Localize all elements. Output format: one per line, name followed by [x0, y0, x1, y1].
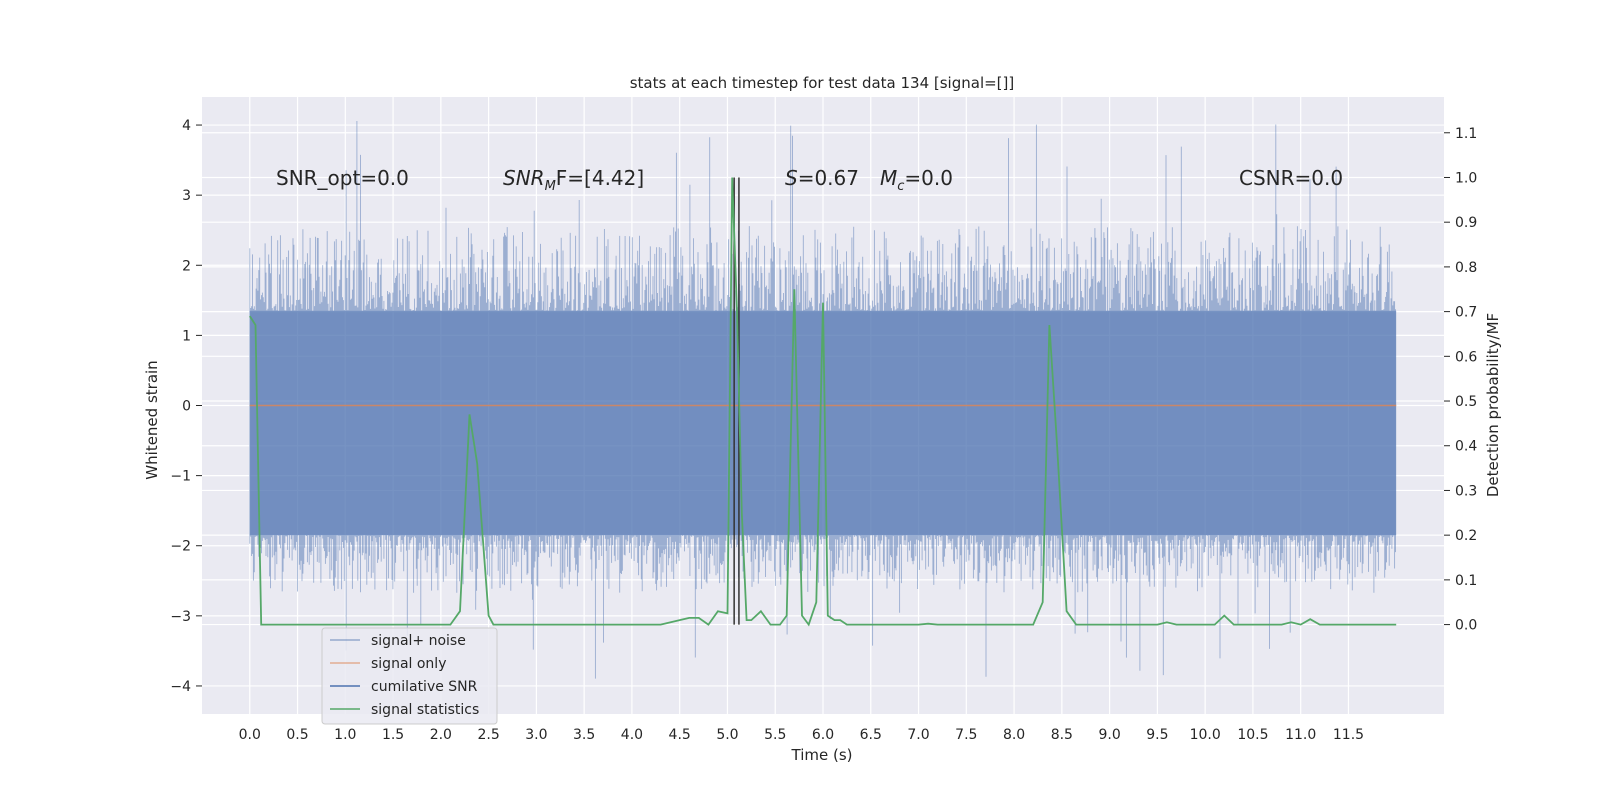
annotation-s: S=0.67: [785, 166, 859, 190]
x-tick-label: 5.5: [764, 727, 786, 743]
x-tick-label: 7.5: [955, 727, 977, 743]
y-tick-label-left: 3: [182, 188, 191, 204]
legend-label-cumulative-snr: cumilative SNR: [371, 679, 478, 695]
x-tick-label: 10.5: [1237, 727, 1268, 743]
legend: signal+ noise signal only cumilative SNR…: [321, 627, 498, 725]
y-tick-label-left: 2: [182, 258, 191, 274]
y-tick-label-right: 0.1: [1455, 573, 1477, 589]
x-tick-label: 4.0: [621, 727, 643, 743]
y-axis-label-left: Whitened strain: [143, 360, 161, 479]
y-tick-label-right: 0.9: [1455, 215, 1477, 231]
x-tick-label: 3.5: [573, 727, 595, 743]
y-tick-label-left: −1: [170, 469, 191, 485]
y-tick-label-left: −3: [170, 609, 191, 625]
x-tick-label: 1.5: [382, 727, 404, 743]
y-tick-label-left: 1: [182, 328, 191, 344]
signal-statistics-line: [249, 177, 1397, 627]
x-tick-label: 1.0: [334, 727, 356, 743]
y-tick-label-left: −4: [170, 679, 191, 695]
x-tick-label: 10.0: [1190, 727, 1221, 743]
x-tick-label: 0.5: [286, 727, 308, 743]
y-tick-label-left: −2: [170, 539, 191, 555]
y-tick-label-right: 0.2: [1455, 528, 1477, 544]
x-tick-label: 8.5: [1051, 727, 1073, 743]
x-tick-label: 7.0: [907, 727, 929, 743]
y-tick-label-right: 1.1: [1455, 126, 1477, 142]
y-tick-label-left: 4: [182, 118, 191, 134]
x-tick-label: 9.0: [1098, 727, 1120, 743]
x-tick-label: 6.5: [860, 727, 882, 743]
chart-title: stats at each timestep for test data 134…: [630, 74, 1015, 92]
ticks: 0.0 0.5 1.0 1.5 2.0 2.5 3.0 3.5 4.0 4.5 5.0 5.5 6.0 6…: [170, 118, 1477, 743]
annotation-mc: Mc=0.0: [880, 166, 953, 194]
x-tick-label: 0.0: [239, 727, 261, 743]
x-tick-label: 5.0: [716, 727, 738, 743]
x-axis-label: Time (s): [791, 746, 853, 764]
x-tick-label: 2.5: [477, 727, 499, 743]
y-tick-label-right: 0.4: [1455, 439, 1477, 455]
y-tick-label-right: 0.3: [1455, 483, 1477, 499]
y-tick-label-right: 0.6: [1455, 349, 1477, 365]
noise-spikes: [249, 121, 1396, 679]
x-tick-label: 4.5: [669, 727, 691, 743]
y-axis-label-right: Detection probability/MF: [1484, 313, 1502, 497]
x-tick-label: 2.0: [430, 727, 452, 743]
y-tick-label-right: 1.0: [1455, 170, 1477, 186]
x-tick-label: 11.5: [1333, 727, 1364, 743]
x-tick-label: 6.0: [812, 727, 834, 743]
legend-box: [321, 627, 498, 725]
annotation-csnr: CSNR=0.0: [1239, 166, 1343, 190]
x-tick-label: 9.5: [1146, 727, 1168, 743]
annotation-snr-opt: SNR_opt=0.0: [276, 166, 409, 190]
y-tick-label-right: 0.8: [1455, 260, 1477, 276]
legend-label-signal-statistics: signal statistics: [371, 702, 479, 718]
x-tick-label: 8.0: [1003, 727, 1025, 743]
legend-label-signal-only: signal only: [371, 656, 446, 672]
x-tick-label: 3.0: [525, 727, 547, 743]
annotation-snr-mf: SNRMF=[4.42]: [503, 166, 644, 194]
x-tick-label: 11.0: [1285, 727, 1316, 743]
y-tick-label-left: 0: [182, 399, 191, 415]
y-tick-label-right: 0.7: [1455, 305, 1477, 321]
series-layer: [249, 177, 1397, 627]
legend-label-signal-noise: signal+ noise: [371, 633, 466, 649]
y-tick-label-right: 0.5: [1455, 394, 1477, 410]
y-tick-label-right: 0.0: [1455, 618, 1477, 634]
